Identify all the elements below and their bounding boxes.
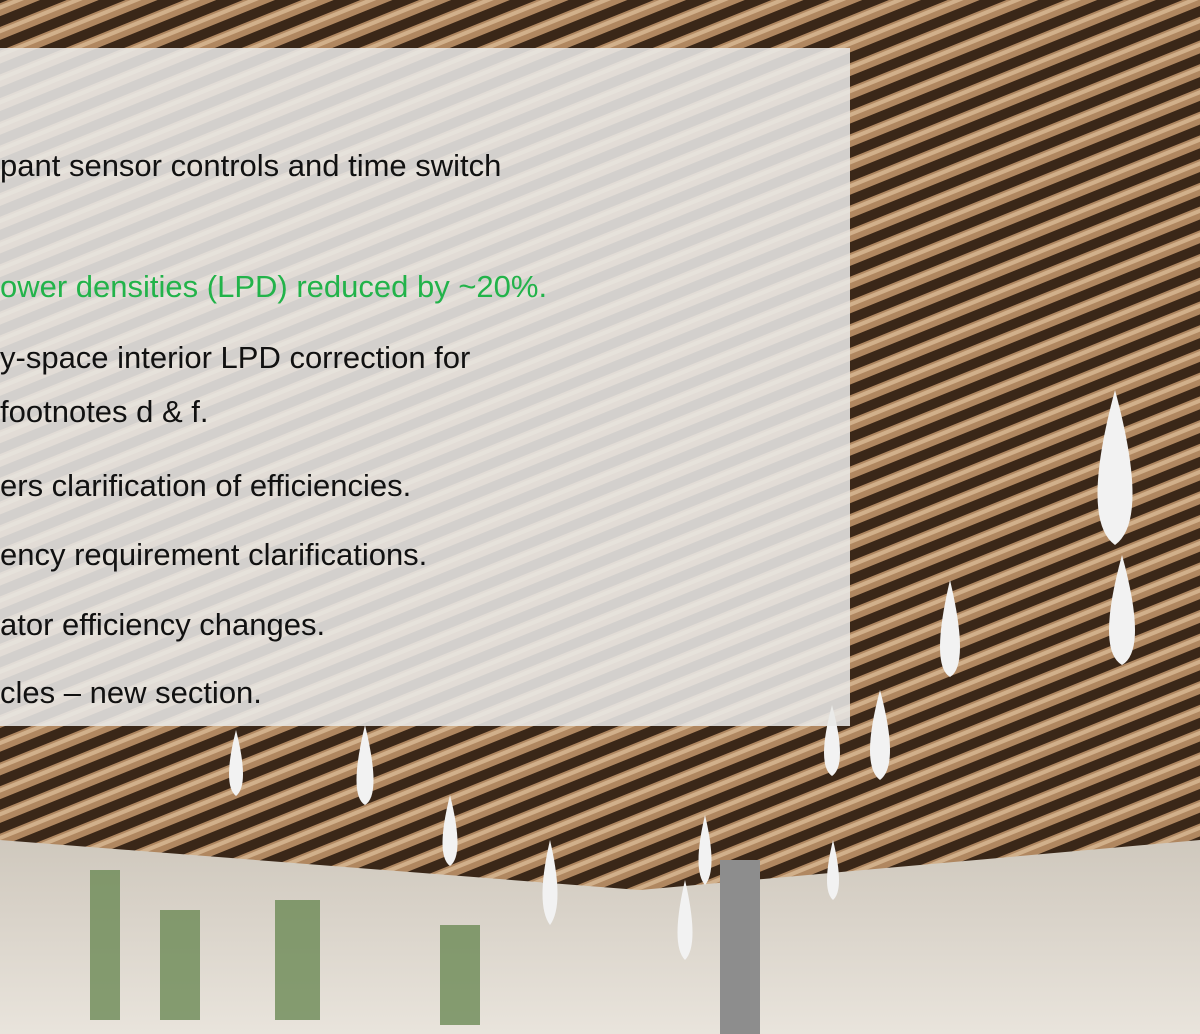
bullet-text-highlight: ower densities (LPD) reduced by ~20%. <box>0 269 547 305</box>
bullet-text: footnotes d & f. <box>0 394 209 430</box>
bullet-text: ers clarification of efficiencies. <box>0 468 411 504</box>
bullet-text: pant sensor controls and time switch <box>0 148 501 184</box>
slide: pant sensor controls and time switch owe… <box>0 0 1200 1034</box>
bullet-text: cles – new section. <box>0 675 262 711</box>
bullet-text: ator efficiency changes. <box>0 607 325 643</box>
bullet-text: ency requirement clarifications. <box>0 537 427 573</box>
text-panel: pant sensor controls and time switch owe… <box>0 48 850 726</box>
bullet-text: y-space interior LPD correction for <box>0 340 470 376</box>
